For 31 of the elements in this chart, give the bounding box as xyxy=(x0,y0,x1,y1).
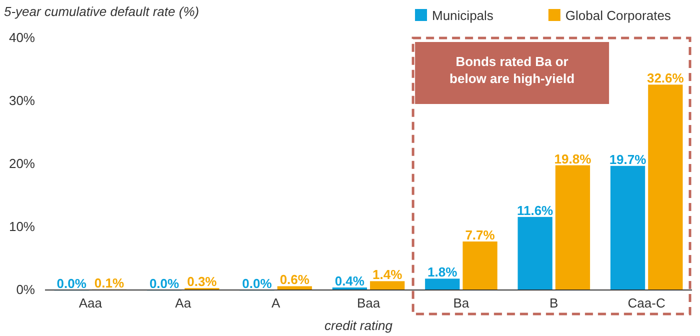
data-label: 19.7% xyxy=(609,152,647,167)
x-tick-label: Ba xyxy=(453,295,470,310)
y-tick-label: 40% xyxy=(8,30,36,46)
data-label: 0.3% xyxy=(187,274,218,290)
data-label: 0.0% xyxy=(242,276,272,291)
x-tick-label: Aa xyxy=(175,295,192,310)
data-label: 32.6% xyxy=(646,70,684,86)
x-tick-label: Baa xyxy=(356,295,381,310)
y-tick-label: 30% xyxy=(8,93,36,108)
y-tick-label: 20% xyxy=(8,156,36,172)
data-label: 7.7% xyxy=(465,227,496,242)
data-label: 0.6% xyxy=(280,272,310,288)
data-label: 1.4% xyxy=(372,267,403,282)
x-tick-label: B xyxy=(550,295,558,310)
data-label: 0.0% xyxy=(56,276,87,291)
x-tick-label: A xyxy=(271,295,280,310)
y-tick-label: 0% xyxy=(16,282,36,298)
chart-title: 5-year cumulative default rate (%) xyxy=(4,4,200,19)
data-label: 19.8% xyxy=(554,151,592,166)
data-label: 1.8% xyxy=(428,264,458,280)
legend-label: Municipals xyxy=(432,8,494,23)
data-label: 0.4% xyxy=(334,273,365,288)
x-tick-label: Caa-C xyxy=(628,295,666,310)
x-tick-label: Aaa xyxy=(78,295,103,310)
data-label: 11.6% xyxy=(516,202,554,218)
y-tick-label: 10% xyxy=(8,219,36,234)
x-axis-title: credit rating xyxy=(324,318,394,333)
legend-label: Global Corporates xyxy=(565,8,672,23)
data-label: 0.0% xyxy=(149,276,180,291)
data-label: 0.1% xyxy=(94,275,124,290)
annotation: Bonds rated Ba or below are high-yield xyxy=(450,54,575,86)
